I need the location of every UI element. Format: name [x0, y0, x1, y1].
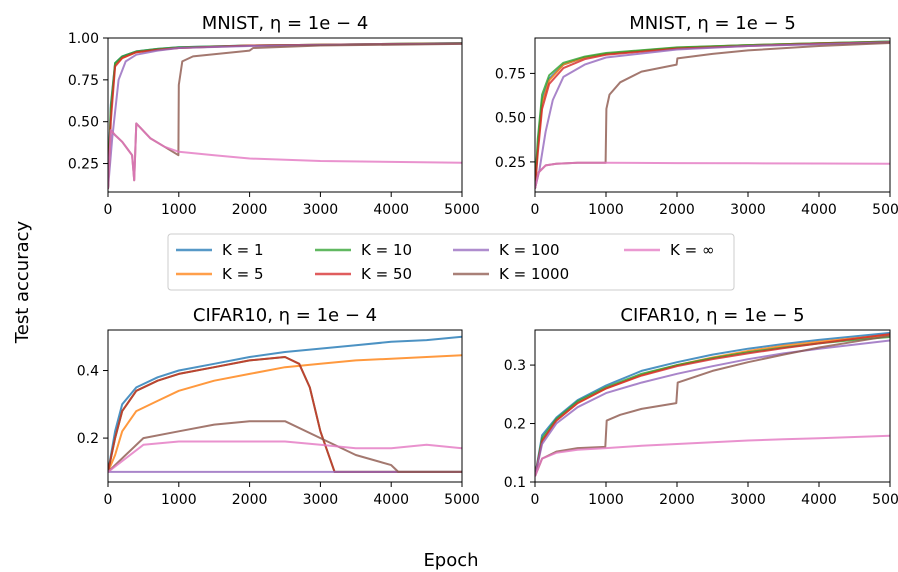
- y-tick-label: 0.50: [68, 115, 99, 131]
- plot-frame: [534, 329, 891, 483]
- y-tick-label: 0.4: [77, 364, 99, 380]
- x-tick-label: 4000: [373, 492, 409, 508]
- x-tick-label: 0: [104, 492, 113, 508]
- series-line-6: [535, 334, 890, 477]
- x-tick-label: 4000: [373, 202, 409, 218]
- legend: K = 1 K = 5 K = 10 K = 50 K = 100 K = 1000 K =…: [167, 233, 735, 291]
- series-line-4: [535, 333, 890, 477]
- y-tick-label: 0.25: [495, 155, 526, 171]
- y-tick-label: 0.75: [495, 66, 526, 82]
- chart-panel-3: 0 1000 2000 3000 4000 5000 0.2 0.4 CIFAR10, η = …: [77, 305, 480, 508]
- series-group: [535, 331, 890, 477]
- chart-title: CIFAR10, η = 1e − 4: [193, 305, 377, 326]
- y-tick-label: 0.2: [77, 431, 99, 447]
- chart-title: MNIST, η = 1e − 4: [202, 13, 369, 34]
- x-tick-label: 3000: [303, 202, 339, 218]
- chart-panel-1: 0 1000 2000 3000 4000 5000 0.25 0.50 0.75 1.00 MNI…: [68, 13, 480, 218]
- series-line-4: [108, 356, 462, 473]
- series-line-2: [108, 354, 462, 473]
- x-tick-label: 1000: [161, 202, 197, 218]
- plot-frame: [107, 329, 463, 483]
- legend-label: K = 10: [361, 241, 412, 259]
- chart-title: CIFAR10, η = 1e − 5: [620, 305, 804, 326]
- y-tick-label: 0.50: [495, 111, 526, 127]
- chart-panel-4: 0 1000 2000 3000 4000 5000 0.1 0.2 0.3 CIFAR10, η…: [504, 305, 898, 508]
- legend-label: K = ∞: [670, 241, 714, 259]
- y-tick-label: 0.25: [68, 157, 99, 173]
- x-tick-label: 3000: [730, 492, 766, 508]
- legend-label: K = 100: [499, 241, 560, 259]
- x-tick-label: 3000: [730, 202, 766, 218]
- panels: 0 1000 2000 3000 4000 5000 0.25 0.50 0.75 1.00 MNI…: [68, 13, 898, 508]
- x-tick-label: 3000: [303, 492, 339, 508]
- legend-label: K = 1: [222, 241, 263, 259]
- series-line-7: [108, 440, 462, 473]
- legend-label: K = 5: [222, 265, 263, 283]
- legend-label: K = 50: [361, 265, 412, 283]
- y-tick-label: 1.00: [68, 31, 99, 47]
- series-line-6: [108, 420, 462, 473]
- y-axis-label: Test accuracy: [12, 220, 33, 344]
- x-tick-label: 2000: [232, 492, 268, 508]
- x-axis-label: Epoch: [423, 550, 478, 571]
- series-line-7: [535, 434, 890, 477]
- series-line-5: [535, 339, 890, 477]
- chart-title: MNIST, η = 1e − 5: [629, 13, 796, 34]
- series-line-7: [108, 122, 462, 189]
- x-tick-label: 0: [531, 492, 540, 508]
- plot-frame: [107, 37, 463, 193]
- series-line-5: [535, 41, 890, 189]
- plot-frame: [534, 37, 891, 193]
- x-tick-label: 5000: [872, 202, 898, 218]
- x-tick-label: 5000: [872, 492, 898, 508]
- x-tick-label: 2000: [659, 202, 695, 218]
- x-tick-label: 2000: [659, 492, 695, 508]
- series-group: [108, 42, 462, 189]
- chart-panel-2: 0 1000 2000 3000 4000 5000 0.25 0.50 0.75 MNIST, …: [495, 13, 898, 218]
- series-line-7: [535, 161, 890, 189]
- x-tick-label: 5000: [444, 202, 480, 218]
- y-tick-label: 0.2: [504, 417, 526, 433]
- x-tick-label: 0: [531, 202, 540, 218]
- x-tick-label: 1000: [588, 492, 624, 508]
- series-group: [108, 335, 462, 473]
- series-line-1: [108, 335, 462, 473]
- x-tick-label: 4000: [801, 492, 837, 508]
- x-tick-label: 5000: [444, 492, 480, 508]
- y-tick-label: 0.75: [68, 73, 99, 89]
- y-tick-label: 0.1: [504, 475, 526, 491]
- x-tick-label: 0: [104, 202, 113, 218]
- legend-box: [167, 233, 735, 291]
- y-tick-label: 0.3: [504, 358, 526, 374]
- x-tick-label: 4000: [801, 202, 837, 218]
- x-tick-label: 1000: [161, 492, 197, 508]
- legend-label: K = 1000: [499, 265, 569, 283]
- x-tick-label: 1000: [588, 202, 624, 218]
- series-group: [535, 40, 890, 189]
- x-tick-label: 2000: [232, 202, 268, 218]
